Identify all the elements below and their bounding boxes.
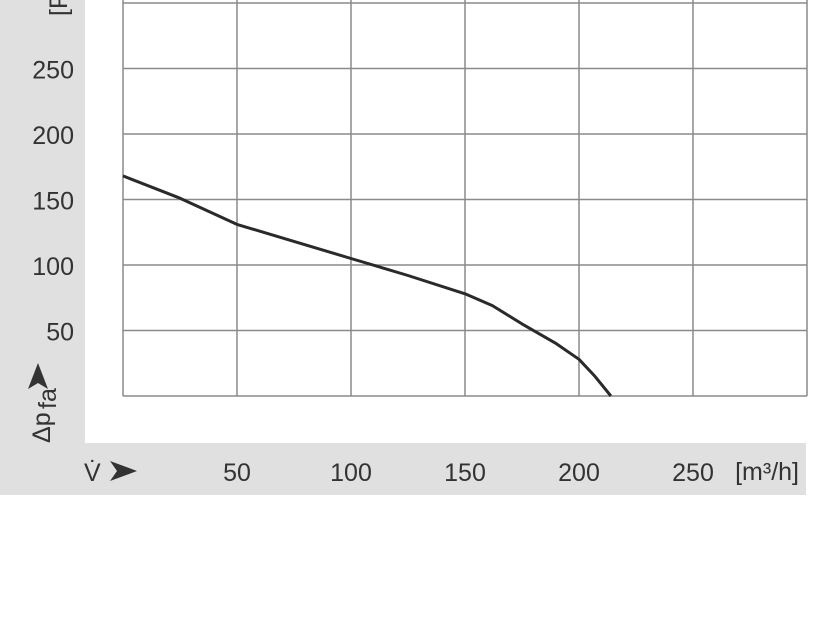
x-tick-label: 150 (444, 459, 486, 487)
y-axis-label: Δp (28, 412, 56, 443)
y-unit-label: [Pa] (45, 0, 73, 16)
x-tick-label: 50 (223, 459, 251, 487)
series-line (122, 174, 613, 397)
y-tick-label: 250 (32, 57, 74, 85)
y-tick-label: 50 (46, 319, 74, 347)
y-axis-band (0, 0, 85, 495)
y-axis-subscript: fa (34, 388, 62, 409)
y-tick-label: 200 (32, 122, 74, 150)
grid (122, 0, 808, 397)
x-unit-label: [m³/h] (735, 458, 799, 486)
tick-labels: 50 100 150 200 250 50 100 150 200 250 (32, 57, 714, 488)
x-tick-label: 250 (672, 459, 714, 487)
x-axis-band (0, 443, 806, 495)
x-arrow-icon (110, 461, 137, 481)
y-tick-label: 150 (32, 188, 74, 216)
y-tick-label: 100 (32, 253, 74, 281)
y-arrow-icon (28, 363, 48, 389)
x-axis-label: V̇ (84, 458, 101, 487)
x-tick-label: 200 (558, 459, 600, 487)
x-tick-label: 100 (330, 459, 372, 487)
